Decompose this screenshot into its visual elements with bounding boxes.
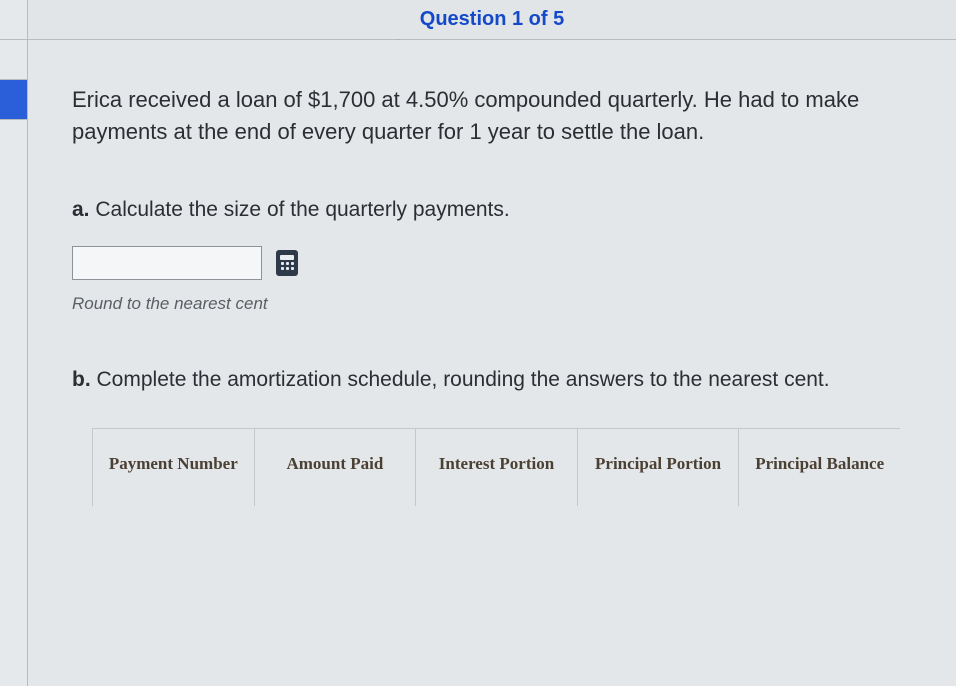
part-a-label: a. Calculate the size of the quarterly p… — [72, 198, 920, 222]
rounding-hint: Round to the nearest cent — [72, 294, 920, 314]
question-prompt: Erica received a loan of $1,700 at 4.50%… — [72, 84, 920, 148]
table-header-cell: Principal Portion — [577, 429, 739, 507]
table-header-cell: Interest Portion — [415, 429, 577, 507]
table-header-cell: Amount Paid — [254, 429, 416, 507]
part-b-prefix: b. — [72, 368, 91, 391]
rail-segment — [0, 40, 27, 80]
part-b-text: Complete the amortization schedule, roun… — [91, 368, 830, 391]
payment-size-input[interactable] — [72, 246, 262, 280]
part-a-text: Calculate the size of the quarterly paym… — [90, 198, 510, 221]
rail-segment — [0, 0, 27, 40]
table-header-cell: Payment Number — [92, 429, 254, 507]
part-b-label: b. Complete the amortization schedule, r… — [72, 368, 920, 392]
question-title: Question 1 of 5 — [420, 8, 564, 31]
rail-segment-active — [0, 80, 27, 120]
question-content: Erica received a loan of $1,700 at 4.50%… — [28, 40, 956, 686]
amortization-table: Payment Number Amount Paid Interest Port… — [92, 428, 900, 507]
table-header-cell: Principal Balance — [738, 429, 900, 507]
left-rail — [0, 0, 28, 686]
question-header: Question 1 of 5 — [28, 0, 956, 40]
part-a-prefix: a. — [72, 198, 90, 221]
calculator-icon[interactable] — [276, 250, 298, 276]
answer-row — [72, 246, 920, 280]
